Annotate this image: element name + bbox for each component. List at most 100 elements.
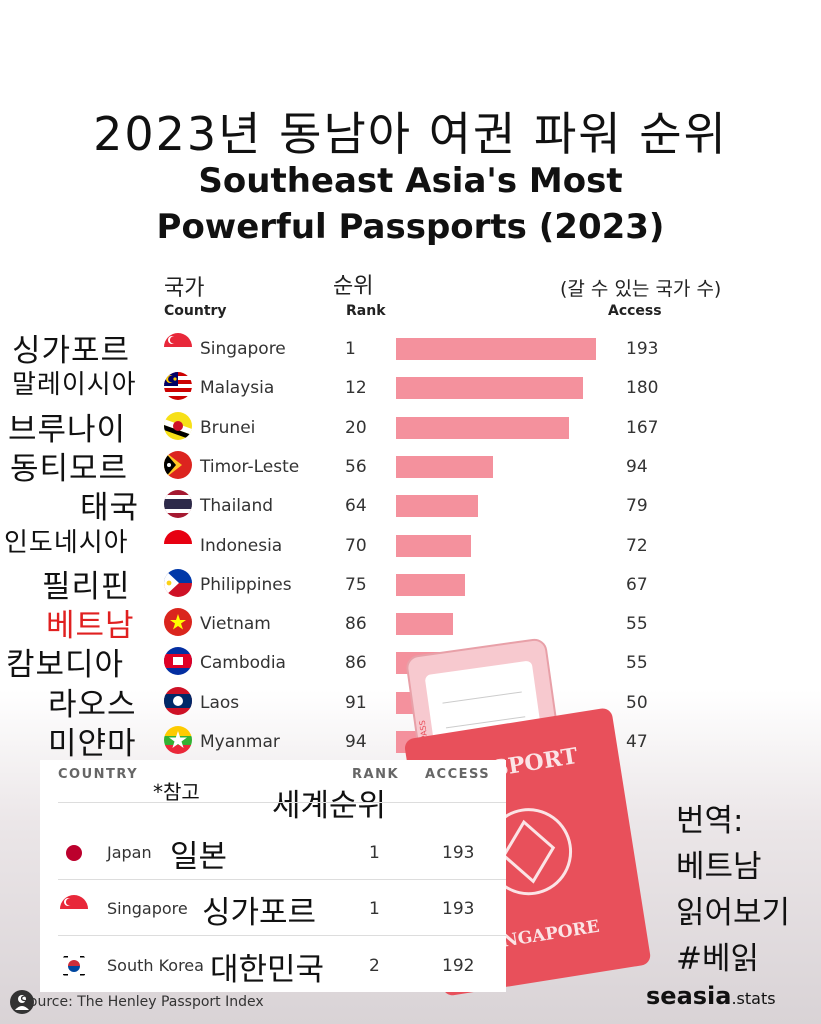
brunei-flag-icon [164, 411, 192, 440]
country-name: Cambodia [200, 653, 286, 674]
bar-philippines [396, 573, 466, 596]
world-rank-reference-card [40, 760, 506, 992]
title-line-2: Powerful Passports (2023) [156, 207, 665, 247]
timor-leste-flag-icon [164, 450, 192, 479]
korean-label-thailand: 태국 [80, 490, 140, 527]
brand-suffix: .stats [731, 989, 776, 1008]
access-value: 50 [626, 692, 648, 713]
title-line-1: Southeast Asia's Most [198, 161, 623, 201]
source-note: Source: The Henley Passport Index [20, 994, 264, 1010]
ref-korean-label: 대한민국 [210, 952, 325, 988]
access-value: 47 [626, 732, 648, 752]
rank-value: 70 [345, 535, 367, 556]
country-name: Malaysia [200, 378, 275, 399]
country-name: Brunei [200, 417, 256, 438]
access-value: 167 [626, 417, 659, 438]
korean-label-vietnam: 베트남 [46, 608, 135, 645]
header-country-ko: 국가 [164, 276, 205, 301]
laos-flag-icon [164, 686, 192, 715]
rank-value: 86 [345, 614, 367, 635]
myanmar-flag-icon [164, 726, 192, 754]
page-title-korean: 2023년 동남아 여권 파워 순위 [93, 107, 728, 161]
access-value: 79 [626, 496, 648, 517]
korean-label-malaysia: 말레이시아 [12, 370, 137, 401]
rank-value: 20 [345, 417, 367, 438]
country-name: Thailand [200, 496, 274, 517]
bar-timor-leste [396, 455, 494, 478]
thailand-flag-icon [164, 490, 192, 519]
country-name: Timor-Leste [200, 456, 300, 477]
rank-value: 86 [345, 653, 367, 674]
ref-access-value: 193 [442, 899, 475, 919]
ref-header-rank: RANK [352, 767, 400, 782]
ref-note: *참고 [153, 780, 200, 804]
rank-value: 12 [345, 378, 367, 399]
rank-value: 56 [345, 456, 367, 477]
brand-logo: seasia.stats [646, 982, 776, 1010]
korean-label-laos: 라오스 [48, 686, 137, 723]
ref-header-country: COUNTRY [58, 767, 139, 782]
access-value: 94 [626, 456, 648, 477]
header-access-ko: (갈 수 있는 국가 수) [560, 278, 722, 300]
korean-label-brunei: 브루나이 [8, 411, 127, 448]
cambodia-flag-icon [164, 647, 192, 676]
korean-label-timor-leste: 동티모르 [10, 450, 129, 487]
access-value: 55 [626, 614, 648, 635]
translator-line-2: 베트남 [676, 849, 762, 885]
bar-brunei [396, 416, 570, 439]
access-value: 55 [626, 653, 648, 674]
bar-indonesia [396, 534, 471, 557]
translator-line-1: 번역: [676, 803, 744, 839]
vietnam-flag-icon [164, 608, 192, 637]
rank-value: 64 [345, 496, 367, 517]
singapore-flag-icon [164, 333, 192, 361]
bar-malaysia [396, 377, 583, 400]
rank-value: 1 [345, 339, 356, 359]
korean-label-myanmar: 미얀마 [48, 726, 137, 762]
ref-rank-value: 1 [369, 899, 380, 919]
ref-korean-label: 일본 [170, 839, 228, 875]
country-name: Philippines [200, 574, 292, 595]
translator-credit: 번역: 베트남 읽어보기 #베읽 [676, 798, 790, 982]
header-rank-ko: 순위 [333, 274, 374, 299]
ref-country-name: South Korea [107, 956, 204, 975]
ref-rank-value: 2 [369, 956, 380, 976]
korean-label-philippines: 필리핀 [42, 568, 131, 605]
indonesia-flag-icon [164, 529, 192, 558]
brand-main: seasia [646, 982, 732, 1010]
access-value: 67 [626, 574, 648, 595]
bar-vietnam [396, 613, 453, 636]
country-name: Myanmar [200, 732, 280, 752]
access-value: 180 [626, 378, 659, 399]
country-name: Vietnam [200, 614, 271, 635]
ref-rank-value: 1 [369, 843, 380, 863]
header-rank-en: Rank [346, 303, 386, 319]
ref-row-divider [58, 935, 506, 936]
ref-row-divider [58, 879, 506, 880]
access-value: 193 [626, 339, 659, 359]
ref-country-name: Singapore [107, 899, 188, 918]
access-value: 72 [626, 535, 648, 556]
south-korea-flag-icon [60, 952, 88, 980]
bar-singapore [396, 338, 596, 360]
korean-label-cambodia: 캄보디아 [6, 647, 125, 684]
ref-world-rank-label: 세계순위 [272, 788, 387, 824]
ref-korean-label: 싱가포르 [202, 895, 317, 931]
header-access-en: Access [608, 303, 662, 319]
country-name: Indonesia [200, 535, 283, 556]
korean-label-indonesia: 인도네시아 [4, 527, 129, 558]
ref-access-value: 192 [442, 956, 475, 976]
rank-value: 91 [345, 692, 367, 713]
bar-thailand [396, 495, 478, 518]
ref-divider [58, 802, 506, 803]
japan-flag-icon [60, 839, 88, 867]
ref-header-access: ACCESS [425, 767, 491, 782]
ref-access-value: 193 [442, 843, 475, 863]
page-title-english: Southeast Asia's Most Powerful Passports… [0, 158, 821, 250]
philippines-flag-icon [164, 568, 192, 597]
user-icon [10, 990, 34, 1014]
country-name: Singapore [200, 339, 286, 359]
ref-country-name: Japan [107, 843, 152, 862]
country-name: Laos [200, 692, 240, 713]
header-country-en: Country [164, 303, 227, 319]
